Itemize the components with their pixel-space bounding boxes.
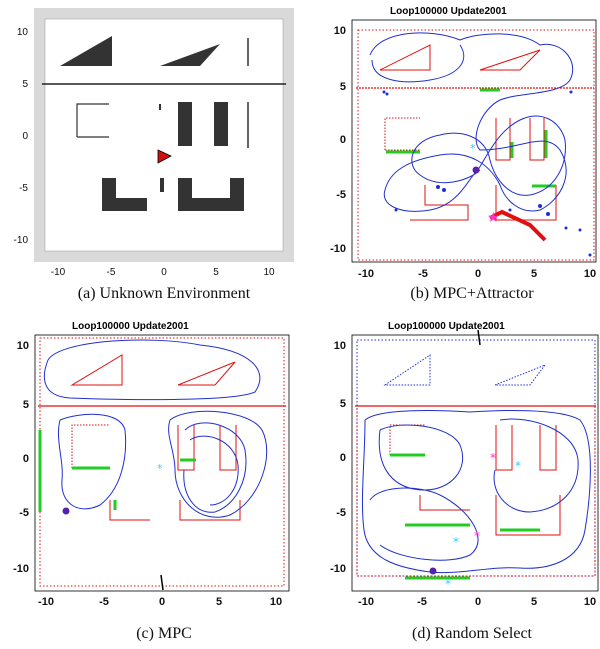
axis-a-x: -10 -5 0 5 10 — [51, 267, 275, 278]
panel-c: Loop100000 Update2001 * -10 -5 0 5 10 — [13, 321, 290, 608]
y-tick: 10 — [334, 25, 346, 37]
y-tick: -10 — [13, 563, 29, 575]
caption-c: (c) MPC — [136, 625, 192, 642]
panel-title: Loop100000 Update2001 — [72, 321, 189, 332]
x-tick: 0 — [159, 596, 165, 608]
x-tick: -5 — [99, 596, 109, 608]
panel-title: Loop100000 Update2001 — [388, 321, 505, 332]
y-tick: 5 — [23, 399, 29, 411]
caption-b: (b) MPC+Attractor — [410, 285, 534, 302]
plot-frame — [351, 334, 599, 592]
goal-asterisk-icon: * — [470, 142, 476, 155]
y-tick: -5 — [19, 183, 28, 194]
y-tick: 5 — [22, 79, 28, 90]
y-tick: -5 — [19, 507, 29, 519]
y-tick: 0 — [22, 131, 28, 142]
target-star-icon: ★ — [487, 210, 500, 226]
x-tick: 10 — [263, 267, 275, 278]
sample-points — [382, 90, 592, 257]
obstacle-block — [178, 102, 192, 146]
planned-path — [489, 209, 547, 242]
x-tick: 5 — [216, 596, 222, 608]
axis-c-x: -10 -5 0 5 10 — [38, 596, 282, 608]
caption-d: (d) Random Select — [412, 625, 532, 642]
axis-b-y: 10 5 0 -5 -10 — [330, 25, 346, 255]
x-tick: -5 — [107, 267, 116, 278]
y-tick: 0 — [340, 134, 346, 146]
y-tick: 0 — [340, 452, 346, 464]
robot-path — [369, 32, 574, 212]
y-tick: 5 — [340, 398, 346, 410]
x-tick: 10 — [584, 268, 596, 280]
robot-marker — [62, 507, 70, 515]
x-tick: 10 — [584, 596, 596, 608]
x-tick: -10 — [358, 596, 374, 608]
target-asterisk-icon: * — [474, 529, 480, 543]
axis-a-y: 10 5 0 -5 -10 — [14, 27, 29, 246]
x-tick: 0 — [475, 596, 481, 608]
robot-marker — [472, 166, 480, 174]
x-tick: -5 — [417, 596, 427, 608]
x-tick: -5 — [418, 268, 428, 280]
obstacle-triangle — [60, 36, 112, 66]
y-tick: -10 — [330, 243, 346, 255]
robot-marker — [429, 567, 437, 575]
goal-asterisk-icon: * — [445, 577, 451, 591]
robot-path — [361, 409, 591, 574]
y-tick: 10 — [17, 27, 29, 38]
panel-d: Loop100000 Update2001 * * * * * -10 -5 — [330, 321, 599, 608]
x-tick: 5 — [531, 268, 537, 280]
obstacle-block — [214, 102, 228, 146]
goal-asterisk-icon: * — [157, 462, 163, 475]
target-asterisk-icon: * — [490, 451, 496, 465]
x-tick: -10 — [38, 596, 54, 608]
goal-asterisk-icon: * — [515, 459, 521, 473]
y-tick: 0 — [23, 453, 29, 465]
y-tick: -10 — [330, 563, 346, 575]
obstacle-l-shape — [102, 178, 147, 211]
y-tick: -10 — [14, 235, 29, 246]
axis-d-y: 10 5 0 -5 -10 — [330, 340, 346, 575]
y-tick: -5 — [336, 189, 346, 201]
x-tick: 0 — [475, 268, 481, 280]
robot-path — [43, 339, 261, 401]
robot-marker — [157, 149, 172, 164]
caption-a: (a) Unknown Environment — [77, 285, 251, 302]
x-tick: 5 — [213, 267, 219, 278]
axis-b-x: -10 -5 0 5 10 — [358, 268, 596, 280]
plot-frame — [351, 19, 597, 263]
axis-c-y: 10 5 0 -5 -10 — [13, 340, 29, 575]
panel-b: Loop100000 Update2001 ★ * — [330, 6, 597, 280]
plot-frame — [34, 334, 290, 592]
x-tick: 10 — [270, 596, 282, 608]
x-tick: 0 — [161, 267, 167, 278]
obstacle-bracket — [76, 103, 109, 137]
x-tick: -10 — [51, 267, 66, 278]
goal-asterisk-icon: * — [453, 535, 459, 549]
x-tick: 5 — [531, 596, 537, 608]
axis-d-x: -10 -5 0 5 10 — [358, 596, 596, 608]
y-tick: 10 — [334, 340, 346, 352]
y-tick: 5 — [340, 81, 346, 93]
x-tick: -10 — [358, 268, 374, 280]
panel-title: Loop100000 Update2001 — [390, 6, 507, 17]
obstacle-u-shape — [178, 178, 244, 211]
panel-a: -10 -5 0 5 10 10 5 0 -5 -10 — [14, 8, 294, 278]
y-tick: -5 — [336, 507, 346, 519]
obstacle-parallelogram — [160, 44, 220, 66]
y-tick: 10 — [17, 340, 29, 352]
